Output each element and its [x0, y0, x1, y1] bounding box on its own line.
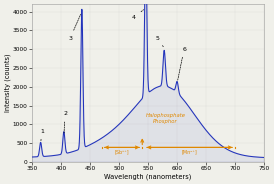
Text: 6: 6	[178, 47, 186, 80]
Text: 5: 5	[155, 36, 164, 47]
Text: 4: 4	[132, 10, 144, 20]
Text: 1: 1	[40, 129, 44, 141]
Y-axis label: Intensity (counts): Intensity (counts)	[4, 54, 11, 112]
Text: 3: 3	[68, 14, 81, 40]
Text: 2: 2	[63, 112, 67, 134]
Text: Halophosphate
Phosphor: Halophosphate Phosphor	[145, 114, 185, 124]
Text: [Sb³⁺]: [Sb³⁺]	[115, 149, 129, 155]
X-axis label: Wavelength (nanometers): Wavelength (nanometers)	[104, 173, 192, 180]
Text: [Mn²⁺]: [Mn²⁺]	[182, 149, 198, 155]
